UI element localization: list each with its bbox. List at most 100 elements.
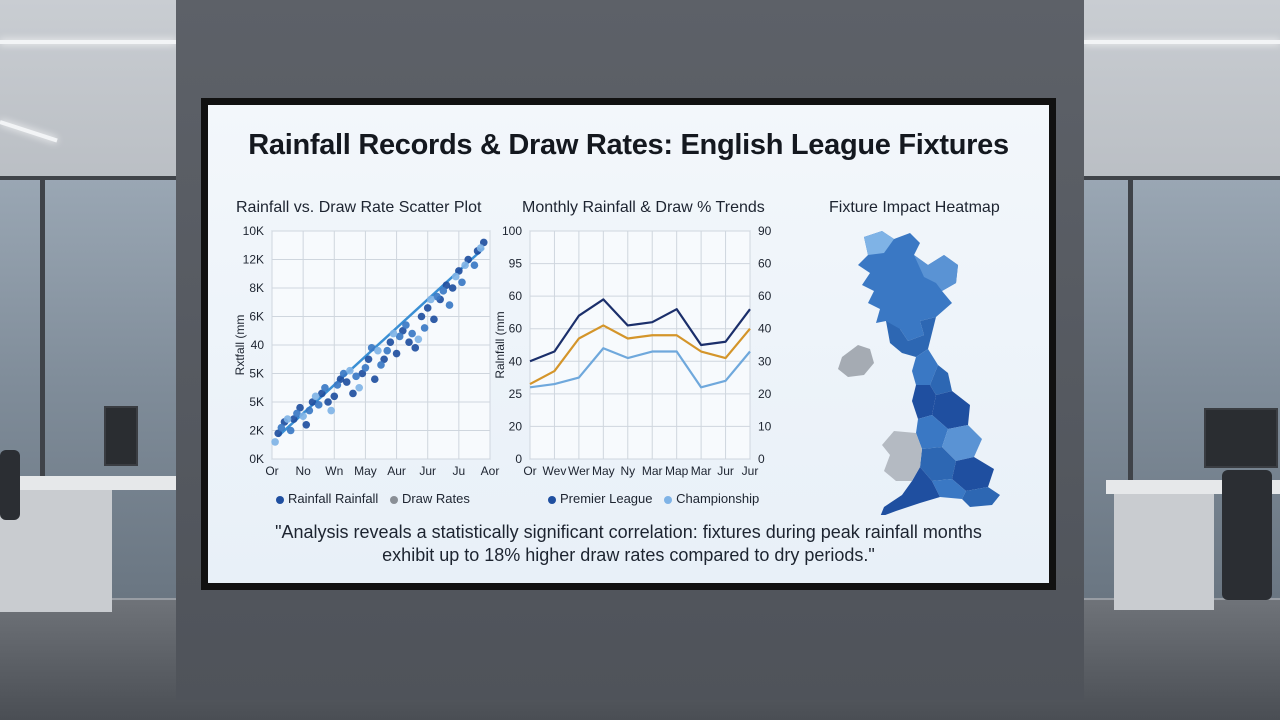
x-tick-label: Wer: [568, 464, 590, 478]
series-line: [529, 324, 751, 386]
x-tick-label: Or: [523, 464, 536, 478]
y-tick-label: 0K: [249, 452, 264, 466]
y-tick-label-left: 25: [509, 387, 523, 401]
series-line: [529, 298, 751, 363]
scatter-point: [333, 381, 342, 389]
scatter-point: [370, 375, 379, 383]
scatter-point: [420, 324, 429, 332]
scatter-point: [461, 261, 469, 269]
x-tick-label: Map: [665, 464, 689, 478]
wall-display: Rainfall Records & Draw Rates: English L…: [201, 98, 1056, 590]
legend-label: Premier League: [560, 491, 653, 506]
scatter-point: [349, 389, 357, 398]
x-tick-label: Jur: [419, 464, 436, 478]
x-tick-label: Or: [265, 464, 278, 478]
window-frame: [40, 178, 45, 598]
scatter-point: [283, 415, 292, 423]
desk: [0, 476, 176, 490]
scatter-point: [464, 255, 472, 264]
dashboard: Rainfall Records & Draw Rates: English L…: [208, 105, 1049, 583]
scatter-point: [433, 292, 441, 301]
y-tick-label-right: 60: [758, 289, 772, 303]
scatter-point: [395, 332, 404, 341]
y-tick-label-right: 60: [758, 257, 772, 271]
scatter-point: [427, 295, 435, 304]
y-tick-label-left: 40: [509, 354, 523, 368]
legend-label: Rainfall Rainfall: [288, 491, 379, 506]
x-tick-label: Ju: [453, 464, 466, 478]
legend-swatch: [276, 495, 284, 504]
legend-label: Championship: [676, 491, 760, 506]
scatter-point: [414, 335, 423, 344]
scatter-title: Rainfall vs. Draw Rate Scatter Plot: [236, 199, 482, 216]
scatter-point: [274, 429, 283, 438]
scatter-point: [445, 301, 454, 309]
x-tick-label: Mar: [691, 464, 712, 478]
scatter-point: [318, 389, 326, 398]
scatter-point: [402, 321, 410, 329]
y-tick-label: 12K: [243, 253, 264, 267]
scatter-point: [339, 369, 348, 378]
scatter-point: [321, 383, 329, 392]
x-tick-label: Jur: [742, 464, 759, 478]
x-tick-label: May: [354, 464, 377, 478]
northern-ireland-region: [838, 345, 874, 377]
legend-swatch: [664, 495, 673, 504]
scotland-region: [858, 231, 958, 357]
scatter-point: [411, 344, 420, 352]
x-tick-label: Wev: [543, 464, 567, 478]
analysis-caption: "Analysis reveals a statistically signif…: [208, 521, 1049, 567]
scatter-point: [430, 315, 438, 324]
scatter-point: [308, 398, 317, 406]
y-tick-label: 40: [251, 338, 265, 352]
scatter-point: [346, 366, 354, 375]
scatter-point: [383, 346, 392, 355]
england-region: [880, 349, 1000, 515]
scatter-point: [296, 403, 304, 412]
legend-swatch: [389, 495, 398, 504]
y-axis-label: Rxtfall (mm: [233, 315, 247, 376]
ceiling-light: [1084, 40, 1280, 44]
y-tick-label: 8K: [249, 281, 264, 295]
scatter-point: [293, 409, 301, 418]
scatter-point: [455, 267, 463, 275]
scatter-point: [476, 244, 485, 252]
scatter-point: [290, 415, 298, 423]
scatter-point: [374, 346, 382, 355]
scatter-point: [442, 281, 451, 289]
scatter-point: [377, 361, 385, 369]
window-frame: [1084, 176, 1280, 180]
window-frame: [1128, 178, 1133, 598]
scatter-point: [423, 304, 432, 312]
scatter-point: [399, 326, 407, 335]
line-legend: Premier League Championship: [540, 491, 759, 506]
series-line: [529, 347, 751, 389]
scatter-point: [392, 349, 401, 358]
y-tick-label-right: 0: [758, 452, 765, 466]
scatter-point: [470, 261, 479, 269]
x-tick-label: Ny: [620, 464, 635, 478]
scatter-point: [311, 392, 320, 401]
scatter-point: [286, 426, 295, 435]
scatter-point: [408, 329, 416, 338]
ceiling-light: [0, 120, 58, 143]
scatter-point: [458, 278, 466, 287]
scatter-point: [277, 423, 286, 432]
y-tick-label-right: 30: [758, 354, 772, 368]
scatter-point: [389, 329, 398, 338]
desk-monitor: [1204, 408, 1278, 468]
scatter-point: [367, 344, 376, 352]
heatmap-title: Fixture Impact Heatmap: [829, 199, 1000, 216]
scatter-point: [361, 364, 370, 372]
wales-region: [882, 431, 922, 481]
y-tick-label-left: 60: [509, 322, 523, 336]
scatter-point: [479, 238, 488, 247]
x-tick-label: Jur: [717, 464, 734, 478]
scatter-point: [448, 284, 457, 292]
caption-line: exhibit up to 18% higher draw rates comp…: [382, 545, 875, 565]
scatter-chart: 0K 2K 5K 5K 40 6K 8K 12K 10K Or No Wn May Aur Jur Ju Aor…: [233, 225, 499, 478]
office-chair: [1222, 470, 1272, 600]
scatter-point: [299, 412, 307, 421]
y-axis-label: Ralnfall (mm: [493, 311, 507, 378]
